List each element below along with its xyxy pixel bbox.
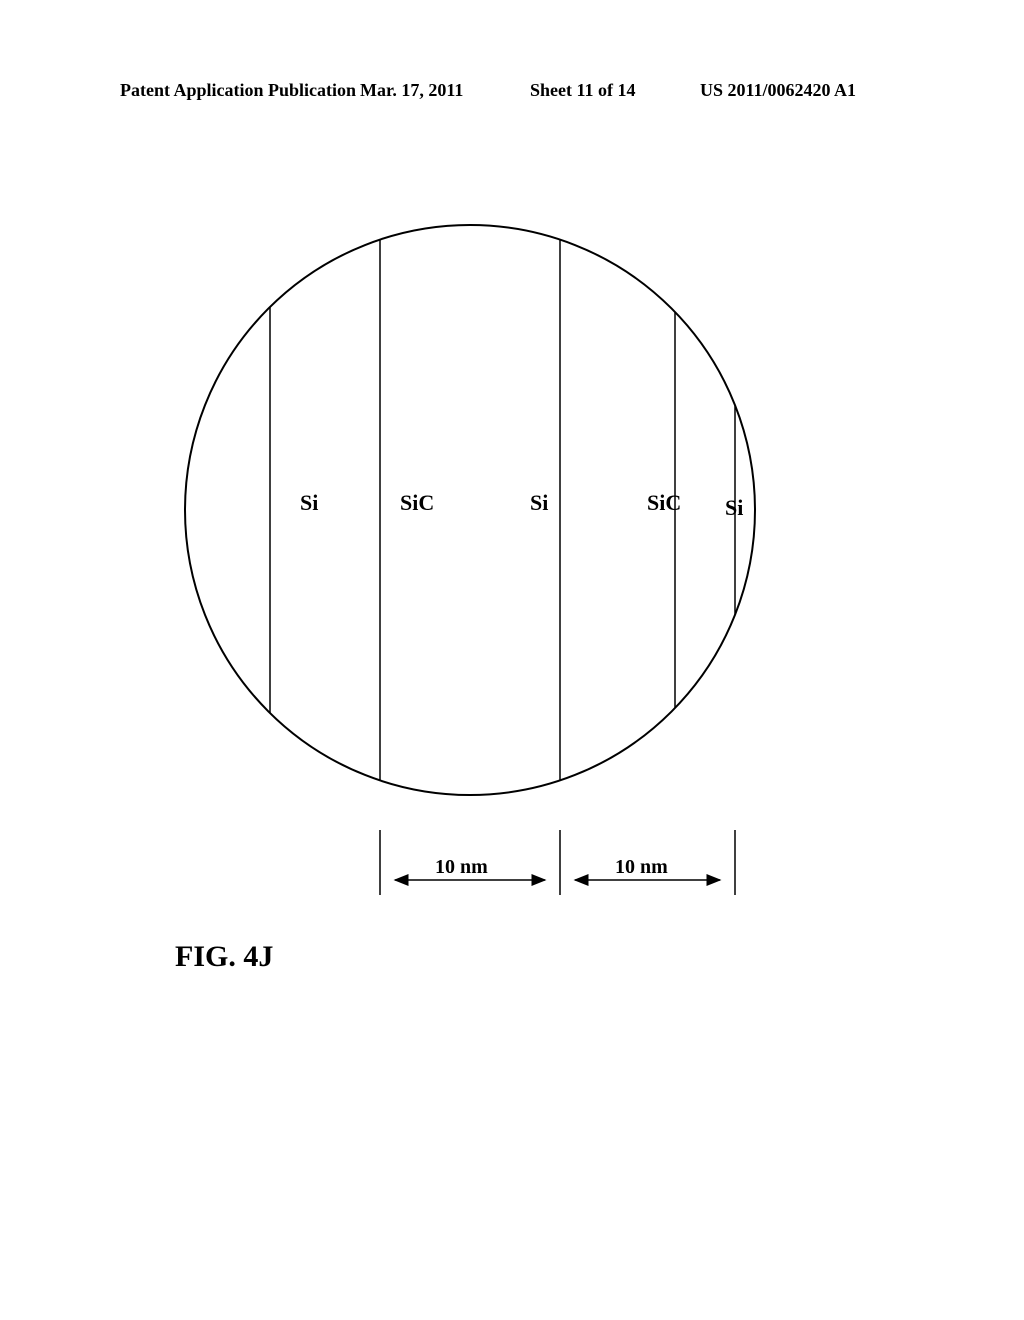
svg-text:Si: Si: [300, 490, 318, 515]
svg-text:Si: Si: [725, 495, 743, 520]
svg-text:SiC: SiC: [647, 490, 681, 515]
svg-text:10 nm: 10 nm: [435, 856, 488, 878]
header-docnum: US 2011/0062420 A1: [700, 80, 856, 101]
svg-text:SiC: SiC: [400, 490, 434, 515]
header-sheet: Sheet 11 of 14: [530, 80, 636, 101]
svg-text:10 nm: 10 nm: [615, 856, 668, 878]
figure-label: FIG. 4J: [175, 940, 273, 974]
svg-text:Si: Si: [530, 490, 548, 515]
header-date: Mar. 17, 2011: [360, 80, 463, 101]
header-pub-type: Patent Application Publication: [120, 80, 356, 101]
